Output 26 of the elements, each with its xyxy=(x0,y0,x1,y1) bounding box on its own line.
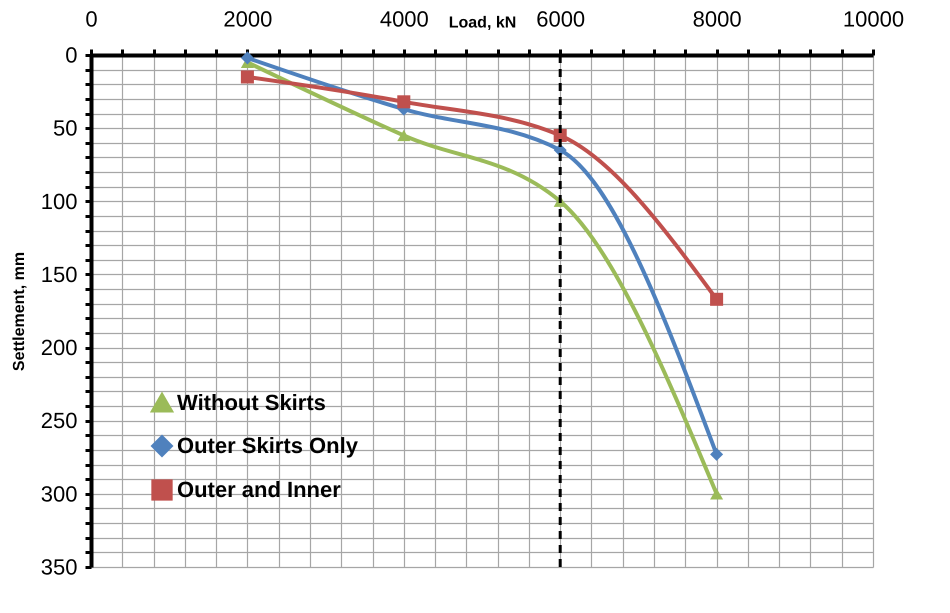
point xyxy=(710,448,724,461)
y-tick-label: 50 xyxy=(53,116,78,141)
point xyxy=(710,488,724,500)
legend-label: Outer and Inner xyxy=(177,477,342,502)
y-tick-label: 350 xyxy=(40,554,78,580)
x-tick-label: 10000 xyxy=(842,6,904,32)
point xyxy=(240,51,254,64)
point xyxy=(397,95,410,108)
point xyxy=(710,292,724,306)
x-tick-label: 0 xyxy=(85,6,98,32)
y-tick-label: 250 xyxy=(40,408,78,434)
legend-label: Outer Skirts Only xyxy=(177,433,359,458)
point xyxy=(397,130,410,142)
y-tick-label: 300 xyxy=(40,481,78,506)
x-tick-label: 4000 xyxy=(380,6,429,32)
x-axis-title: Load, kN xyxy=(448,14,516,32)
x-tick-label: 8000 xyxy=(692,6,742,32)
y-tick-label: 200 xyxy=(40,335,78,360)
legend-label: Without Skirts xyxy=(177,390,326,415)
y-tick-label: 0 xyxy=(65,42,78,68)
point xyxy=(240,70,254,84)
x-tick-label: 6000 xyxy=(536,6,586,32)
x-tick-label: 2000 xyxy=(223,6,272,32)
y-tick-label: 150 xyxy=(40,262,78,287)
y-tick-label: 100 xyxy=(40,188,78,214)
y-axis-title: Settlement, mm xyxy=(10,252,28,372)
